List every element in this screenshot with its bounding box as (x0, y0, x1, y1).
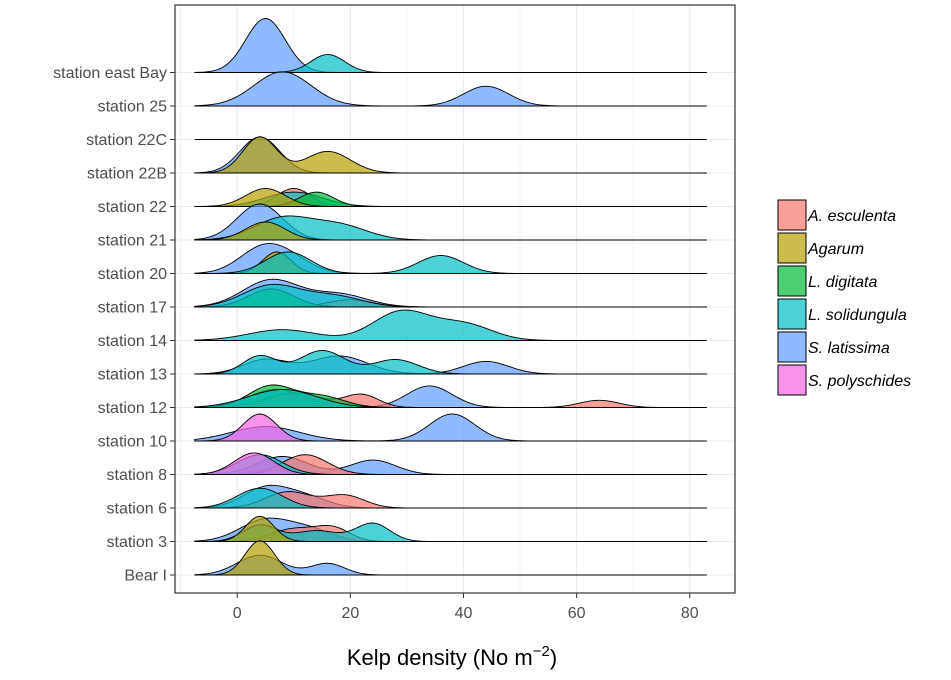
y-tick-label: station 20 (98, 266, 167, 283)
y-tick-label: station 10 (98, 434, 167, 451)
ridge-station-17-l-solidungula (194, 283, 707, 308)
ridge-station-8-s-polyschides (194, 452, 707, 475)
legend: A. esculenta Agarum L. digitata L. solidung… (777, 199, 911, 396)
ridge-station-20-l-solidungula (194, 251, 707, 274)
plot-border (174, 4, 736, 594)
x-tick-label: 40 (455, 605, 473, 622)
legend-key (777, 298, 807, 330)
y-tick-label: station 17 (98, 300, 167, 317)
y-tick-label: station 12 (98, 400, 167, 417)
x-tick-label: 20 (341, 605, 359, 622)
ridge-station-12-l-solidungula (194, 389, 707, 408)
y-tick-label: station 3 (107, 534, 168, 551)
ridge-station-10-s-polyschides (194, 413, 707, 442)
y-tick-label: station 22C (86, 132, 167, 149)
ridge-station-21-agarum (194, 221, 707, 241)
legend-label: A. esculenta (807, 208, 896, 225)
x-axis-title: Kelp density (No m−2) (347, 643, 557, 670)
ridge-station-22-agarum (194, 188, 707, 207)
x-axis-title-superscript: −2 (533, 643, 550, 660)
y-tick-label: station 8 (107, 467, 168, 484)
legend-label: Agarum (807, 241, 864, 258)
ridges (194, 18, 707, 576)
legend-key (777, 331, 807, 363)
x-tick-label: 0 (233, 605, 242, 622)
y-tick-label: Bear I (124, 568, 167, 585)
ridge-station-13-l-solidungula (194, 350, 707, 375)
legend-label: S. latissima (808, 340, 890, 357)
y-tick-label: station 13 (98, 367, 167, 384)
x-axis-title-text: Kelp density (No m (347, 645, 533, 670)
legend-label: L. digitata (808, 274, 877, 291)
ridge-station-14-l-solidungula (194, 309, 707, 341)
ridge-station-25-s-latissima (194, 71, 707, 107)
ridge-station-3-agarum (194, 515, 707, 542)
y-tick-label: station 21 (98, 233, 167, 250)
legend-key (777, 265, 807, 297)
ridge-station-6-l-solidungula (194, 487, 707, 509)
legend-key (777, 232, 807, 264)
y-tick-label: station 22B (87, 166, 167, 183)
y-tick-label: station east Bay (53, 65, 167, 82)
y-tick-label: station 22 (98, 199, 167, 216)
y-tick-label: station 25 (98, 99, 167, 116)
ridge-station-22b-agarum (194, 136, 707, 174)
legend-key (777, 199, 807, 231)
x-axis-title-close: ) (550, 645, 557, 670)
x-tick-label: 60 (568, 605, 586, 622)
x-axis: 0 20 40 60 80 (233, 593, 699, 622)
legend-key (777, 364, 807, 396)
ridge-bear-i-agarum (194, 540, 707, 576)
legend-label: S. polyschides (808, 373, 911, 390)
y-tick-label: station 6 (107, 501, 168, 518)
y-axis: Bear I station 3 station 6 station 8 station… (53, 65, 175, 585)
x-tick-label: 80 (681, 605, 699, 622)
legend-label: L. solidungula (808, 307, 907, 324)
y-tick-label: station 14 (98, 333, 167, 350)
